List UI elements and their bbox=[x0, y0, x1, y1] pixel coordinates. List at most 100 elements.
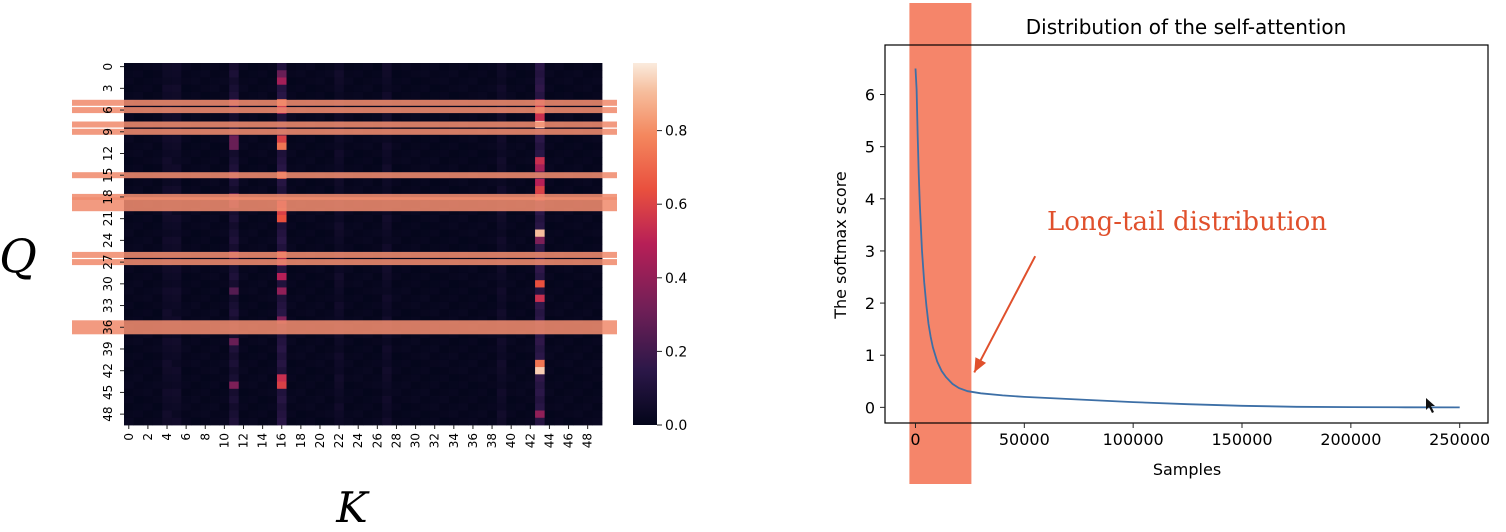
heatmap-cell bbox=[592, 70, 603, 78]
heatmap-cell bbox=[372, 316, 383, 325]
heatmap-cell bbox=[458, 410, 469, 419]
heatmap-cell bbox=[133, 207, 144, 216]
heatmap-cell bbox=[592, 345, 603, 353]
heatmap-cell bbox=[429, 222, 440, 230]
heatmap-cell bbox=[353, 417, 364, 426]
heatmap-cell bbox=[171, 272, 182, 281]
heatmap-cell bbox=[458, 135, 469, 144]
heatmap-cell bbox=[210, 265, 220, 274]
heatmap-cell bbox=[363, 396, 373, 404]
heatmap-cell bbox=[171, 222, 182, 230]
heatmap-cell bbox=[391, 280, 402, 288]
heatmap-cell bbox=[334, 113, 345, 122]
heatmap-cell bbox=[468, 222, 479, 230]
heatmap-cell bbox=[468, 367, 479, 375]
heatmap-cell bbox=[410, 316, 421, 325]
heatmap-cell bbox=[210, 135, 220, 144]
heatmap-cell bbox=[181, 309, 192, 317]
heatmap-cell bbox=[229, 91, 240, 100]
heatmap-cell bbox=[429, 178, 440, 187]
heatmap-cell bbox=[563, 157, 574, 165]
heatmap-cell bbox=[286, 70, 297, 78]
heatmap-cell bbox=[276, 367, 287, 375]
heatmap-cell bbox=[305, 396, 316, 404]
heatmap-cell bbox=[171, 91, 182, 100]
heatmap-cell bbox=[439, 367, 450, 375]
heatmap-cell bbox=[315, 374, 326, 382]
heatmap-cell bbox=[124, 135, 134, 144]
heatmap-cell bbox=[190, 63, 201, 71]
heatmap-cell bbox=[487, 84, 498, 93]
heatmap-cell bbox=[525, 84, 536, 93]
x-tick-label: 42 bbox=[523, 433, 537, 448]
heatmap-cell bbox=[124, 229, 134, 238]
heatmap-cell bbox=[181, 280, 192, 288]
heatmap-cell bbox=[372, 236, 383, 245]
heatmap-cell bbox=[229, 135, 240, 144]
heatmap-cell bbox=[573, 91, 584, 100]
heatmap-cell bbox=[257, 345, 268, 353]
heatmap-cell bbox=[372, 345, 383, 353]
heatmap-cell bbox=[248, 381, 259, 390]
heatmap-cell bbox=[257, 294, 268, 303]
heatmap-cell bbox=[190, 135, 201, 144]
heatmap-cell bbox=[171, 77, 182, 86]
heatmap-cell bbox=[353, 316, 364, 325]
heatmap-cell bbox=[363, 359, 373, 368]
heatmap-cell bbox=[162, 149, 173, 158]
heatmap-cell bbox=[190, 374, 201, 382]
heatmap-cell bbox=[429, 316, 440, 325]
heatmap-cell bbox=[582, 77, 593, 86]
heatmap-cell bbox=[267, 381, 278, 390]
heatmap-cell bbox=[353, 157, 364, 165]
heatmap-cell bbox=[248, 142, 259, 151]
heatmap-cell bbox=[420, 63, 431, 71]
heatmap-cell bbox=[573, 272, 584, 281]
heatmap-cell bbox=[544, 374, 555, 382]
heatmap-cell bbox=[420, 142, 431, 151]
heatmap-cell bbox=[219, 149, 230, 158]
heatmap-cell bbox=[162, 236, 173, 245]
heatmap-cell bbox=[554, 338, 565, 346]
heatmap-cell bbox=[133, 359, 144, 368]
heatmap-cell bbox=[248, 388, 259, 397]
heatmap-cell bbox=[305, 287, 316, 296]
heatmap-cell bbox=[525, 244, 536, 252]
heatmap-cell bbox=[276, 338, 287, 346]
heatmap-cell bbox=[267, 403, 278, 411]
heatmap-cell bbox=[382, 265, 393, 274]
heatmap-cell bbox=[477, 113, 488, 122]
heatmap-cell bbox=[305, 352, 316, 361]
heatmap-cell bbox=[296, 157, 307, 165]
heatmap-cell bbox=[315, 207, 326, 216]
y-tick-label: 9 bbox=[101, 128, 115, 136]
x-tick-label: 10 bbox=[217, 433, 231, 448]
heatmap-cell bbox=[544, 77, 555, 86]
heatmap-cell bbox=[506, 345, 517, 353]
heatmap-cell bbox=[305, 367, 316, 375]
heatmap-cell bbox=[554, 294, 565, 303]
heatmap-cell bbox=[190, 157, 201, 165]
heatmap-cell bbox=[525, 77, 536, 86]
heatmap-cell bbox=[363, 207, 373, 216]
heatmap-cell bbox=[449, 396, 459, 404]
heatmap-cell bbox=[257, 352, 268, 361]
heatmap-cell bbox=[391, 352, 402, 361]
heatmap-cell bbox=[343, 149, 354, 158]
heatmap-cell bbox=[592, 113, 603, 122]
heatmap-cell bbox=[420, 396, 431, 404]
heatmap-cell bbox=[391, 381, 402, 390]
heatmap-cell bbox=[477, 388, 488, 397]
heatmap-cell bbox=[276, 388, 287, 397]
heatmap-cell bbox=[592, 222, 603, 230]
heatmap-cell bbox=[171, 396, 182, 404]
heatmap-cell bbox=[468, 77, 479, 86]
heatmap-cell bbox=[439, 403, 450, 411]
heatmap-cell bbox=[449, 63, 459, 71]
heatmap-cell bbox=[468, 417, 479, 426]
heatmap-cell bbox=[582, 316, 593, 325]
heatmap-cell bbox=[143, 367, 154, 375]
heatmap-cell bbox=[382, 149, 393, 158]
heatmap-colorbar: 0.00.20.40.60.8 bbox=[633, 63, 687, 434]
